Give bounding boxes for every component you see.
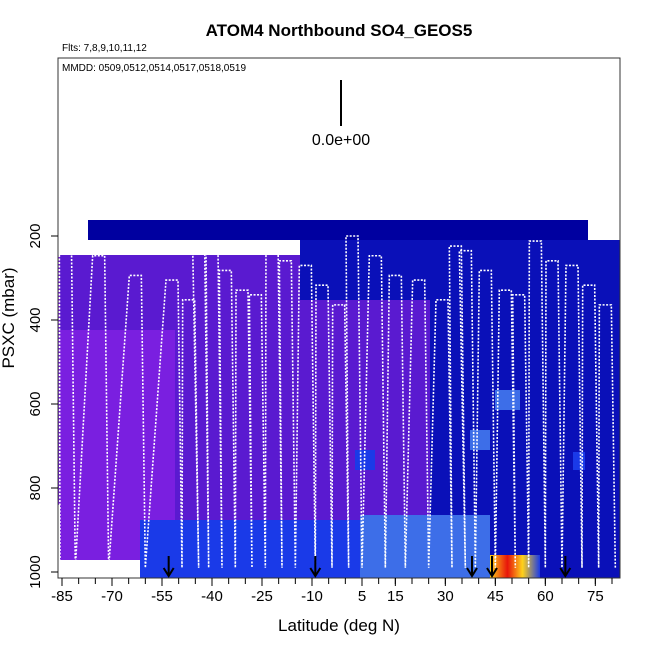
arrow-head — [162, 567, 175, 578]
arrow-markers — [162, 556, 572, 578]
x-tick-label: -40 — [201, 588, 223, 605]
y-tick-label: 200 — [27, 223, 44, 248]
y-tick-label: 800 — [27, 475, 44, 500]
y-tick-label: 1000 — [27, 555, 44, 588]
heatmap-cell — [360, 515, 490, 578]
x-axis: -85 -70 -55 -40 -25 -10 5 15 30 45 60 75 — [51, 578, 613, 605]
y-axis: 200 400 600 800 1000 — [27, 223, 58, 589]
flights-label: Flts: 7,8,9,10,11,12 — [62, 43, 147, 54]
x-tick-label: 15 — [387, 588, 404, 605]
heatmap-cell — [495, 390, 520, 410]
arrow-head — [559, 567, 572, 578]
mmdd-label: MMDD: 0509,0512,0514,0517,0518,0519 — [62, 63, 246, 74]
x-tick-label: 45 — [487, 588, 504, 605]
heatmap-cell — [573, 452, 585, 470]
heatmap-cell — [430, 240, 620, 560]
x-tick-label: 5 — [358, 588, 366, 605]
heatmap-cell — [470, 430, 490, 450]
y-tick-label: 600 — [27, 391, 44, 416]
x-tick-label: -10 — [301, 588, 323, 605]
x-tick-label: 75 — [587, 588, 604, 605]
y-tick-label: 400 — [27, 307, 44, 332]
x-tick-label: -70 — [101, 588, 123, 605]
scale-value-label: 0.0e+00 — [312, 132, 370, 149]
flight-track-path — [58, 235, 617, 573]
arrow-head — [309, 567, 322, 578]
plot-frame — [57, 57, 621, 579]
x-tick-label: -85 — [51, 588, 73, 605]
x-tick-label: -55 — [151, 588, 173, 605]
chart-title: ATOM4 Northbound SO4_GEOS5 — [206, 21, 473, 40]
heatmap-cell — [490, 555, 540, 578]
heatmap-cell — [300, 240, 430, 300]
x-tick-label: -25 — [251, 588, 273, 605]
y-axis-label: PSXC (mbar) — [0, 267, 18, 368]
arrow-head — [466, 567, 478, 578]
x-tick-label: 60 — [537, 588, 554, 605]
x-tick-label: 30 — [437, 588, 454, 605]
heatmap-cells — [58, 220, 620, 578]
flight-track — [58, 235, 617, 573]
x-axis-label: Latitude (deg N) — [278, 616, 400, 635]
arrow-head — [486, 567, 498, 578]
heatmap-cell — [88, 220, 588, 240]
heatmap-cell — [355, 450, 375, 470]
